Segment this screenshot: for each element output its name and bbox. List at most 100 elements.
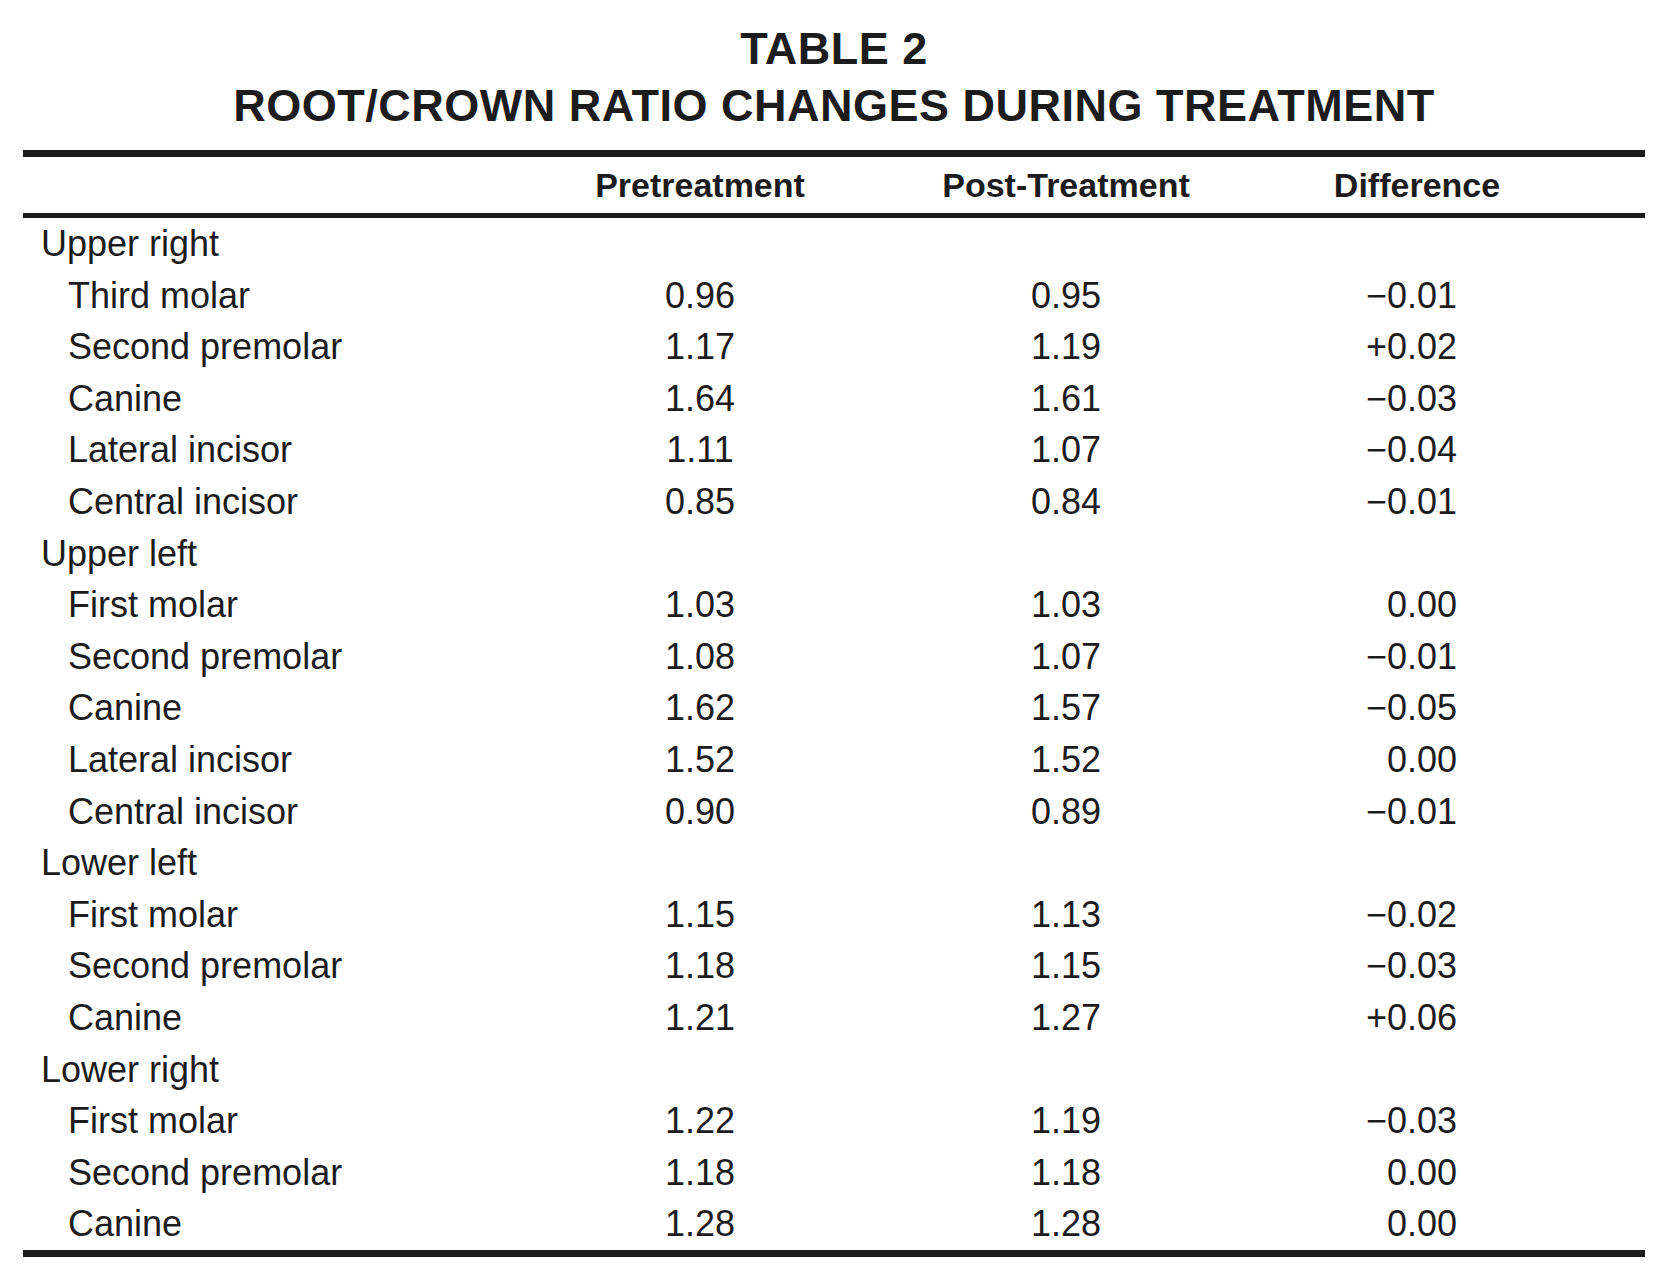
column-header-tooth (23, 157, 503, 213)
cell-tooth-name: Second premolar (23, 1147, 503, 1199)
table-row: Second premolar1.081.07−0.01 (23, 631, 1645, 683)
cell-difference-value: 0.00 (1235, 1147, 1599, 1199)
cell-pretreatment-value: 1.17 (503, 321, 897, 373)
cell-tooth-name: Second premolar (23, 631, 503, 683)
cell-post-treatment-value: 1.03 (897, 579, 1235, 631)
table-title-line2: ROOT/CROWN RATIO CHANGES DURING TREATMEN… (23, 77, 1645, 134)
cell-difference-value: −0.01 (1235, 476, 1599, 528)
row-spacer (1599, 786, 1645, 838)
table-title-line1: TABLE 2 (23, 20, 1645, 77)
cell-tooth-name: First molar (23, 1095, 503, 1147)
cell-difference-value: 0.00 (1235, 579, 1599, 631)
table-row: Canine1.281.280.00 (23, 1198, 1645, 1250)
row-spacer (1599, 889, 1645, 941)
cell-tooth-name: First molar (23, 889, 503, 941)
cell-pretreatment-value: 1.18 (503, 940, 897, 992)
cell-tooth-name: Third molar (23, 270, 503, 322)
row-spacer (1599, 321, 1645, 373)
cell-post-treatment-value: 1.13 (897, 889, 1235, 941)
cell-pretreatment-value: 0.90 (503, 786, 897, 838)
table-header-row: Pretreatment Post-Treatment Difference (23, 157, 1645, 213)
row-spacer (1599, 579, 1645, 631)
table-row: Second premolar1.181.180.00 (23, 1147, 1645, 1199)
table-row: Canine1.211.27+0.06 (23, 992, 1645, 1044)
cell-post-treatment-value: 0.95 (897, 270, 1235, 322)
cell-difference-value: −0.04 (1235, 424, 1599, 476)
table-body: Upper rightThird molar0.960.95−0.01Secon… (23, 218, 1645, 1250)
cell-pretreatment-value: 1.18 (503, 1147, 897, 1199)
table-row: Second premolar1.181.15−0.03 (23, 940, 1645, 992)
row-spacer (1599, 476, 1645, 528)
cell-tooth-name: Canine (23, 1198, 503, 1250)
group-row: Upper right (23, 218, 1645, 270)
row-spacer (1599, 940, 1645, 992)
table-row: Central incisor0.850.84−0.01 (23, 476, 1645, 528)
group-row: Lower right (23, 1044, 1645, 1096)
group-row: Upper left (23, 528, 1645, 580)
table-row: First molar1.151.13−0.02 (23, 889, 1645, 941)
table-title: TABLE 2 ROOT/CROWN RATIO CHANGES DURING … (23, 0, 1645, 134)
group-label: Lower left (23, 837, 1645, 889)
cell-post-treatment-value: 1.28 (897, 1198, 1235, 1250)
cell-difference-value: −0.03 (1235, 940, 1599, 992)
cell-tooth-name: Lateral incisor (23, 734, 503, 786)
cell-difference-value: +0.02 (1235, 321, 1599, 373)
column-header-post-treatment: Post-Treatment (897, 157, 1235, 213)
table-row: First molar1.221.19−0.03 (23, 1095, 1645, 1147)
cell-difference-value: −0.01 (1235, 270, 1599, 322)
table-row: Lateral incisor1.111.07−0.04 (23, 424, 1645, 476)
cell-post-treatment-value: 1.52 (897, 734, 1235, 786)
row-spacer (1599, 270, 1645, 322)
cell-difference-value: −0.03 (1235, 373, 1599, 425)
header-spacer (1599, 157, 1645, 213)
cell-pretreatment-value: 1.22 (503, 1095, 897, 1147)
page: TABLE 2 ROOT/CROWN RATIO CHANGES DURING … (0, 0, 1662, 1266)
cell-post-treatment-value: 1.61 (897, 373, 1235, 425)
column-header-difference: Difference (1235, 157, 1599, 213)
row-spacer (1599, 682, 1645, 734)
cell-pretreatment-value: 0.96 (503, 270, 897, 322)
cell-pretreatment-value: 1.15 (503, 889, 897, 941)
table-row: Central incisor0.900.89−0.01 (23, 786, 1645, 838)
table-row: Canine1.641.61−0.03 (23, 373, 1645, 425)
cell-post-treatment-value: 1.57 (897, 682, 1235, 734)
cell-pretreatment-value: 1.03 (503, 579, 897, 631)
row-spacer (1599, 373, 1645, 425)
row-spacer (1599, 734, 1645, 786)
cell-difference-value: −0.03 (1235, 1095, 1599, 1147)
cell-difference-value: −0.02 (1235, 889, 1599, 941)
cell-tooth-name: First molar (23, 579, 503, 631)
cell-difference-value: −0.01 (1235, 631, 1599, 683)
group-label: Upper right (23, 218, 1645, 270)
cell-difference-value: −0.05 (1235, 682, 1599, 734)
cell-post-treatment-value: 1.19 (897, 321, 1235, 373)
column-header-pretreatment: Pretreatment (503, 157, 897, 213)
cell-pretreatment-value: 1.21 (503, 992, 897, 1044)
row-spacer (1599, 992, 1645, 1044)
cell-pretreatment-value: 1.11 (503, 424, 897, 476)
cell-post-treatment-value: 0.89 (897, 786, 1235, 838)
cell-tooth-name: Second premolar (23, 321, 503, 373)
cell-post-treatment-value: 1.27 (897, 992, 1235, 1044)
cell-tooth-name: Lateral incisor (23, 424, 503, 476)
table-container: TABLE 2 ROOT/CROWN RATIO CHANGES DURING … (23, 0, 1645, 1257)
cell-pretreatment-value: 0.85 (503, 476, 897, 528)
table-row: Second premolar1.171.19+0.02 (23, 321, 1645, 373)
cell-difference-value: −0.01 (1235, 786, 1599, 838)
cell-tooth-name: Central incisor (23, 786, 503, 838)
cell-post-treatment-value: 1.15 (897, 940, 1235, 992)
row-spacer (1599, 1095, 1645, 1147)
cell-post-treatment-value: 1.18 (897, 1147, 1235, 1199)
table-row: First molar1.031.030.00 (23, 579, 1645, 631)
cell-post-treatment-value: 1.07 (897, 631, 1235, 683)
table-row: Canine1.621.57−0.05 (23, 682, 1645, 734)
cell-tooth-name: Canine (23, 992, 503, 1044)
table-row: Lateral incisor1.521.520.00 (23, 734, 1645, 786)
cell-difference-value: 0.00 (1235, 1198, 1599, 1250)
row-spacer (1599, 631, 1645, 683)
cell-post-treatment-value: 0.84 (897, 476, 1235, 528)
cell-pretreatment-value: 1.08 (503, 631, 897, 683)
cell-post-treatment-value: 1.19 (897, 1095, 1235, 1147)
group-row: Lower left (23, 837, 1645, 889)
cell-difference-value: +0.06 (1235, 992, 1599, 1044)
